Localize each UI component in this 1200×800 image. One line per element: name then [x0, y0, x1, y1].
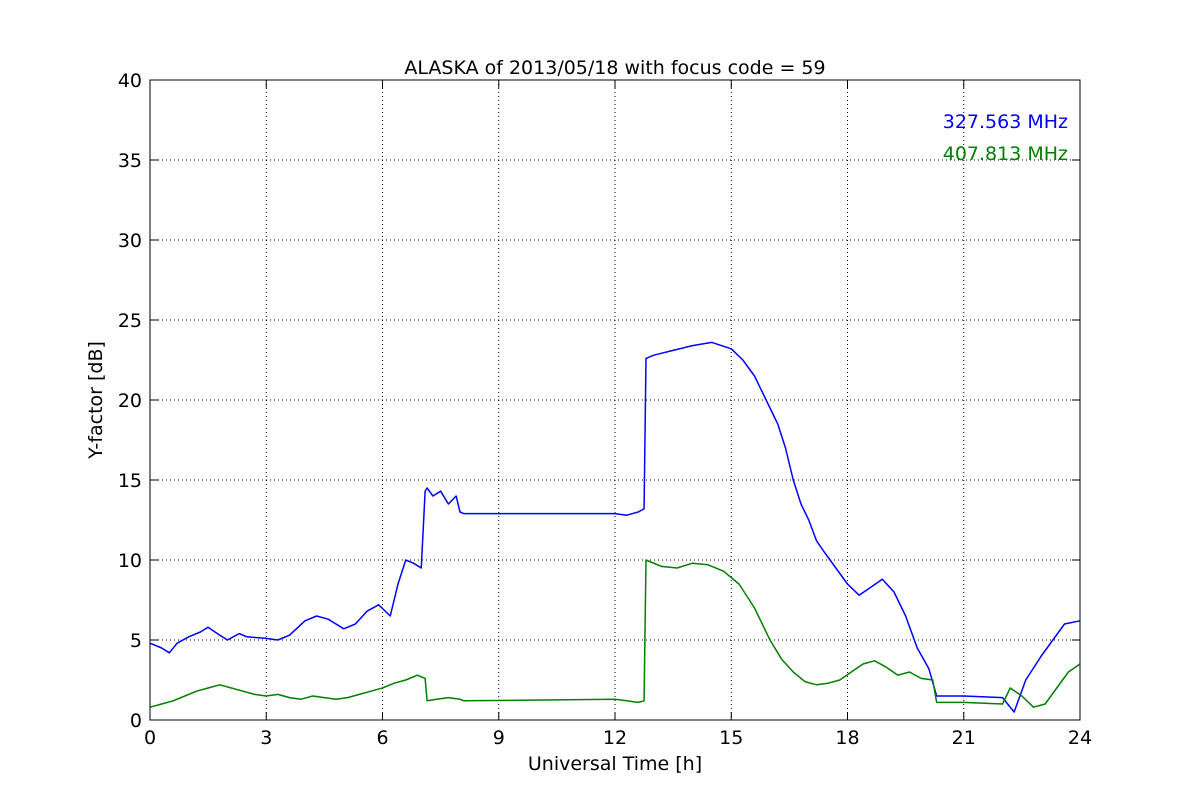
y-tick-label: 10 [118, 550, 142, 572]
plot-area: 0 3 6 9 12 15 18 21 24 0 5 10 15 20 25 30 35 40 327.563 MH… [118, 70, 1092, 749]
x-tick-label: 0 [144, 727, 156, 749]
series-line-0 [149, 341, 1081, 713]
y-tick-label: 25 [118, 310, 142, 332]
x-tick-label: 24 [1068, 727, 1092, 749]
y-tick-label: 15 [118, 470, 142, 492]
y-tick-label: 30 [118, 230, 142, 252]
chart-title: ALASKA of 2013/05/18 with focus code = 5… [404, 57, 825, 79]
y-tick-label: 20 [118, 390, 142, 412]
series-line-1 [149, 559, 1081, 708]
x-tick-label: 12 [603, 727, 627, 749]
legend-entry-0: 327.563 MHz [943, 111, 1068, 133]
y-tick-label: 35 [118, 150, 142, 172]
y-axis-label: Y-factor [dB] [85, 341, 107, 460]
x-tick-label: 21 [952, 727, 976, 749]
y-tick-label: 0 [130, 710, 142, 732]
legend-entry-1: 407.813 MHz [943, 143, 1068, 165]
y-tick-label: 5 [130, 630, 142, 652]
x-axis-label: Universal Time [h] [528, 753, 702, 775]
y-tick-label: 40 [118, 70, 142, 92]
x-tick-label: 15 [719, 727, 743, 749]
x-tick-label: 18 [835, 727, 859, 749]
x-tick-label: 9 [493, 727, 505, 749]
x-tick-label: 3 [260, 727, 272, 749]
x-tick-label: 6 [376, 727, 388, 749]
